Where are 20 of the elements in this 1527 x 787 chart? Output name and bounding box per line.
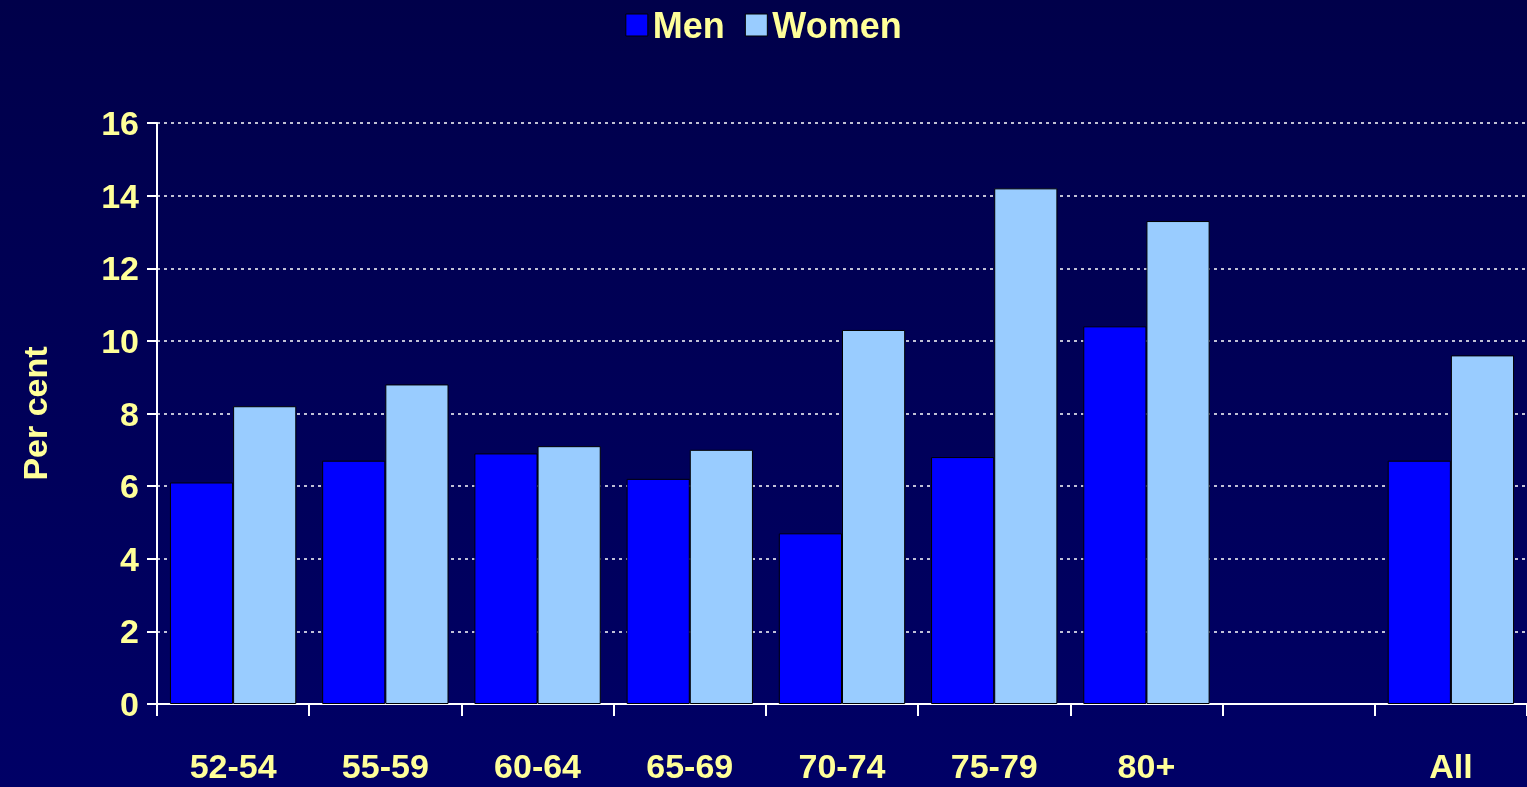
x-tick-label: 55-59 <box>341 747 429 785</box>
y-tick-label: 4 <box>120 539 140 578</box>
legend-label: Men <box>652 4 725 46</box>
y-tick-label: 8 <box>120 394 139 433</box>
x-tick-label: 65-69 <box>646 747 734 785</box>
y-axis-title: Per cent <box>16 346 54 481</box>
y-tick-label: 12 <box>101 249 139 288</box>
y-tick-label: 10 <box>101 321 139 360</box>
y-tick-label: 16 <box>101 104 139 142</box>
x-tick-label: 80+ <box>1117 747 1176 785</box>
y-tick-label: 0 <box>120 685 139 723</box>
legend-label: Women <box>772 4 902 46</box>
x-tick-label: 52-54 <box>189 747 277 785</box>
y-tick-label: 14 <box>101 176 140 215</box>
x-tick-label: 60-64 <box>494 747 582 785</box>
y-tick-label: 2 <box>120 612 139 651</box>
x-tick-label: 75-79 <box>950 747 1038 785</box>
y-tick-label: 6 <box>120 467 139 506</box>
x-tick-label: 70-74 <box>798 747 886 785</box>
x-tick-label: All <box>1429 747 1473 785</box>
